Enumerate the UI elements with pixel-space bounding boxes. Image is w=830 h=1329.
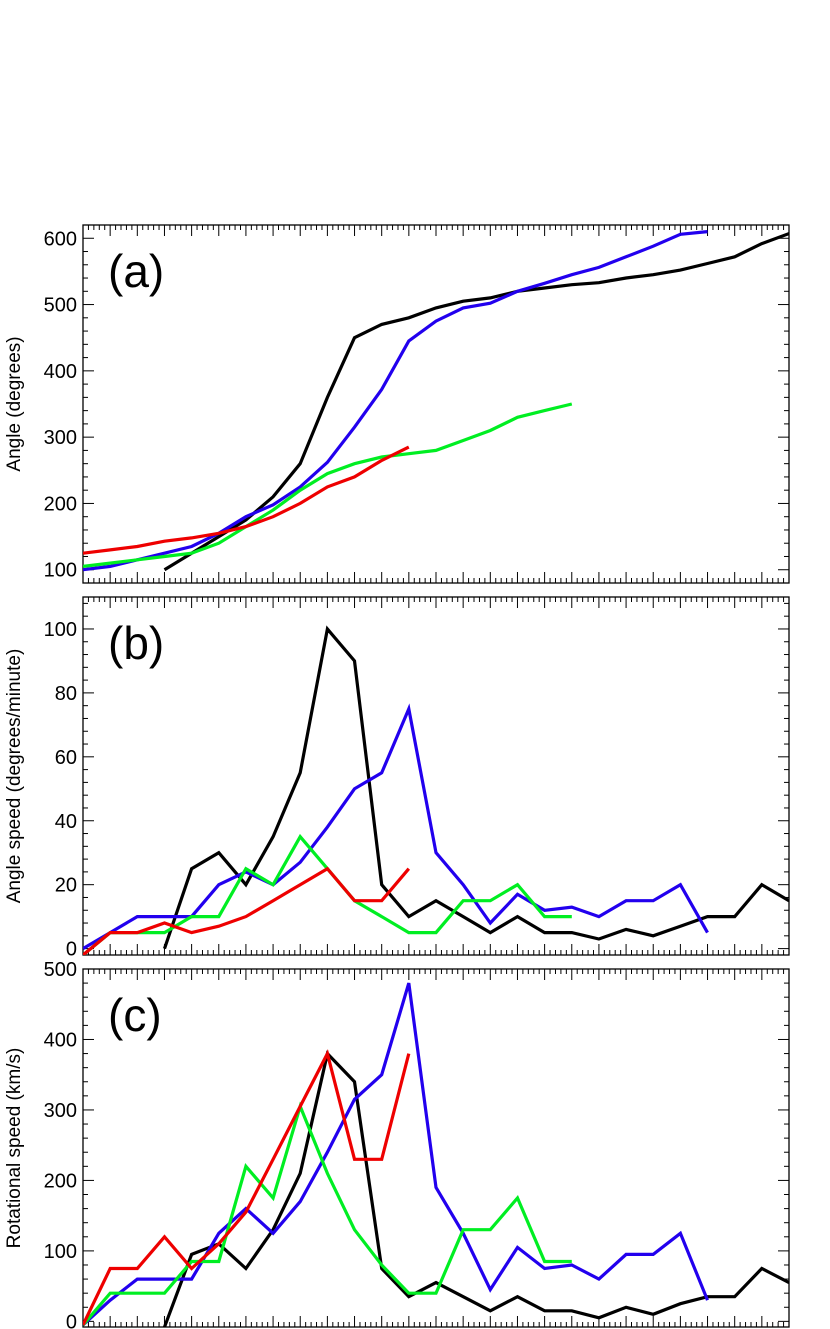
y-axis-label-b: Angle speed (degrees/minute) [4, 649, 25, 904]
y-axis-label-c: Rotational speed (km/s) [4, 1048, 25, 1249]
y-tick-label-c: 100 [44, 1241, 77, 1263]
series-line-b-green [83, 833, 572, 955]
y-tick-label-c: 0 [66, 1311, 77, 1329]
y-axis-label-a: Angle (degrees) [4, 336, 25, 471]
series-line-b-blue [83, 703, 709, 950]
series-line-b-black [162, 625, 789, 950]
y-tick-label-b: 20 [55, 875, 77, 897]
y-tick-label-a: 400 [44, 361, 77, 383]
series-line-c-blue [83, 982, 709, 1327]
y-tick-label-a: 200 [44, 493, 77, 515]
series-line-a-green [83, 402, 573, 568]
panel-a: 100 200 300 400 500 600 Angle (degrees) (a) [4, 224, 790, 584]
y-tick-label-a: 100 [44, 560, 77, 582]
y-tick-label-c: 300 [44, 1100, 77, 1122]
panel-label-b: (b) [108, 617, 164, 669]
series-line-a-red [83, 445, 410, 555]
y-tick-label-a: 600 [44, 228, 77, 250]
series-line-a-blue [83, 230, 708, 572]
y-tick-label-b: 60 [55, 747, 77, 769]
y-tick-label-b: 80 [55, 683, 77, 705]
panel-b: 0 20 40 60 80 100 Angle speed (degrees/minute)… [4, 596, 790, 961]
series-line-a-black [163, 232, 789, 572]
y-tick-label-c: 200 [44, 1170, 77, 1192]
panel-label-a: (a) [108, 245, 164, 297]
series-line-c-red [83, 1049, 411, 1326]
y-tick-label-b: 100 [44, 619, 77, 641]
plot-frame-a [82, 224, 790, 584]
series-line-b-red [83, 866, 411, 955]
y-tick-label-c: 500 [44, 959, 77, 981]
y-tick-label-a: 500 [44, 295, 77, 317]
panel-c: 0 100 200 300 400 500 Rotational speed (km/s) (… [4, 959, 790, 1329]
y-tick-label-c: 400 [44, 1029, 77, 1051]
y-tick-label-b: 0 [66, 939, 77, 961]
panel-label-c: (c) [108, 989, 162, 1041]
series-line-c-green [83, 1101, 572, 1326]
y-tick-label-b: 40 [55, 811, 77, 833]
plot-frame-c [82, 968, 790, 1328]
series-line-c-black [163, 1050, 789, 1327]
y-tick-label-a: 300 [44, 427, 77, 449]
